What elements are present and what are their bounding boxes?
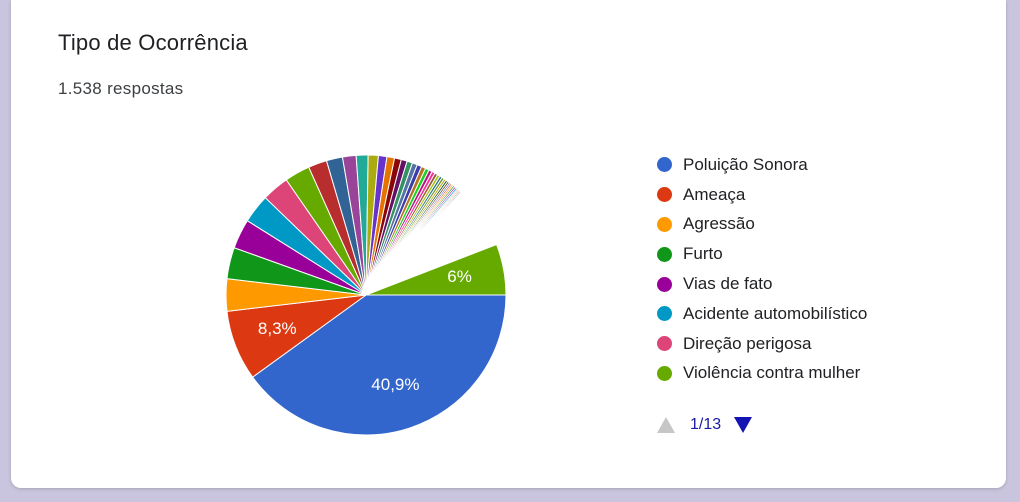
previous-page-icon[interactable] [657,417,675,433]
legend-color-dot [657,336,672,352]
next-page-icon[interactable] [734,417,753,433]
legend-color-dot [657,365,672,381]
legend-label: Poluição Sonora [683,154,808,174]
legend-label: Ameaça [683,184,746,204]
legend-label: Acidente automobilístico [683,303,868,323]
legend-label: Agressão [683,214,755,234]
legend-color-dot [657,187,672,203]
legend-color-dot [657,246,672,262]
pie-chart: 40,9% 8,3% 6% [225,154,507,436]
slice-data-label: 40,9% [371,375,419,394]
legend-label: Furto [683,244,723,264]
chart-legend: Poluição Sonora Ameaça Agressão Furto Vi… [657,150,867,388]
legend-item[interactable]: Agressão [657,210,867,240]
slice-data-label: 8,3% [258,319,297,338]
slice-data-label: 6% [447,267,472,286]
legend-label: Vias de fato [683,274,773,294]
pie-slice[interactable] [365,243,507,296]
legend-item[interactable]: Furto [657,239,867,269]
legend-color-dot [657,216,672,232]
legend-item[interactable]: Poluição Sonora [657,150,867,180]
chart-title: Tipo de Ocorrência [58,30,248,55]
legend-color-dot [657,276,672,292]
legend-item[interactable]: Violência contra mulher [657,359,867,389]
legend-label: Violência contra mulher [683,363,861,383]
response-count: 1.538 respostas [58,79,184,98]
legend-item[interactable]: Direção perigosa [657,329,867,359]
legend-pager: 1/13 [657,416,753,434]
legend-item[interactable]: Ameaça [657,180,867,210]
pie-slice[interactable] [251,294,507,436]
legend-color-dot [657,157,672,173]
page-indicator: 1/13 [690,416,722,433]
legend-label: Direção perigosa [683,333,812,353]
legend-item[interactable]: Acidente automobilístico [657,299,867,329]
legend-item[interactable]: Vias de fato [657,269,867,299]
chart-card: Tipo de Ocorrência 1.538 respostas 40,9%… [11,0,1006,488]
legend-color-dot [657,306,672,322]
